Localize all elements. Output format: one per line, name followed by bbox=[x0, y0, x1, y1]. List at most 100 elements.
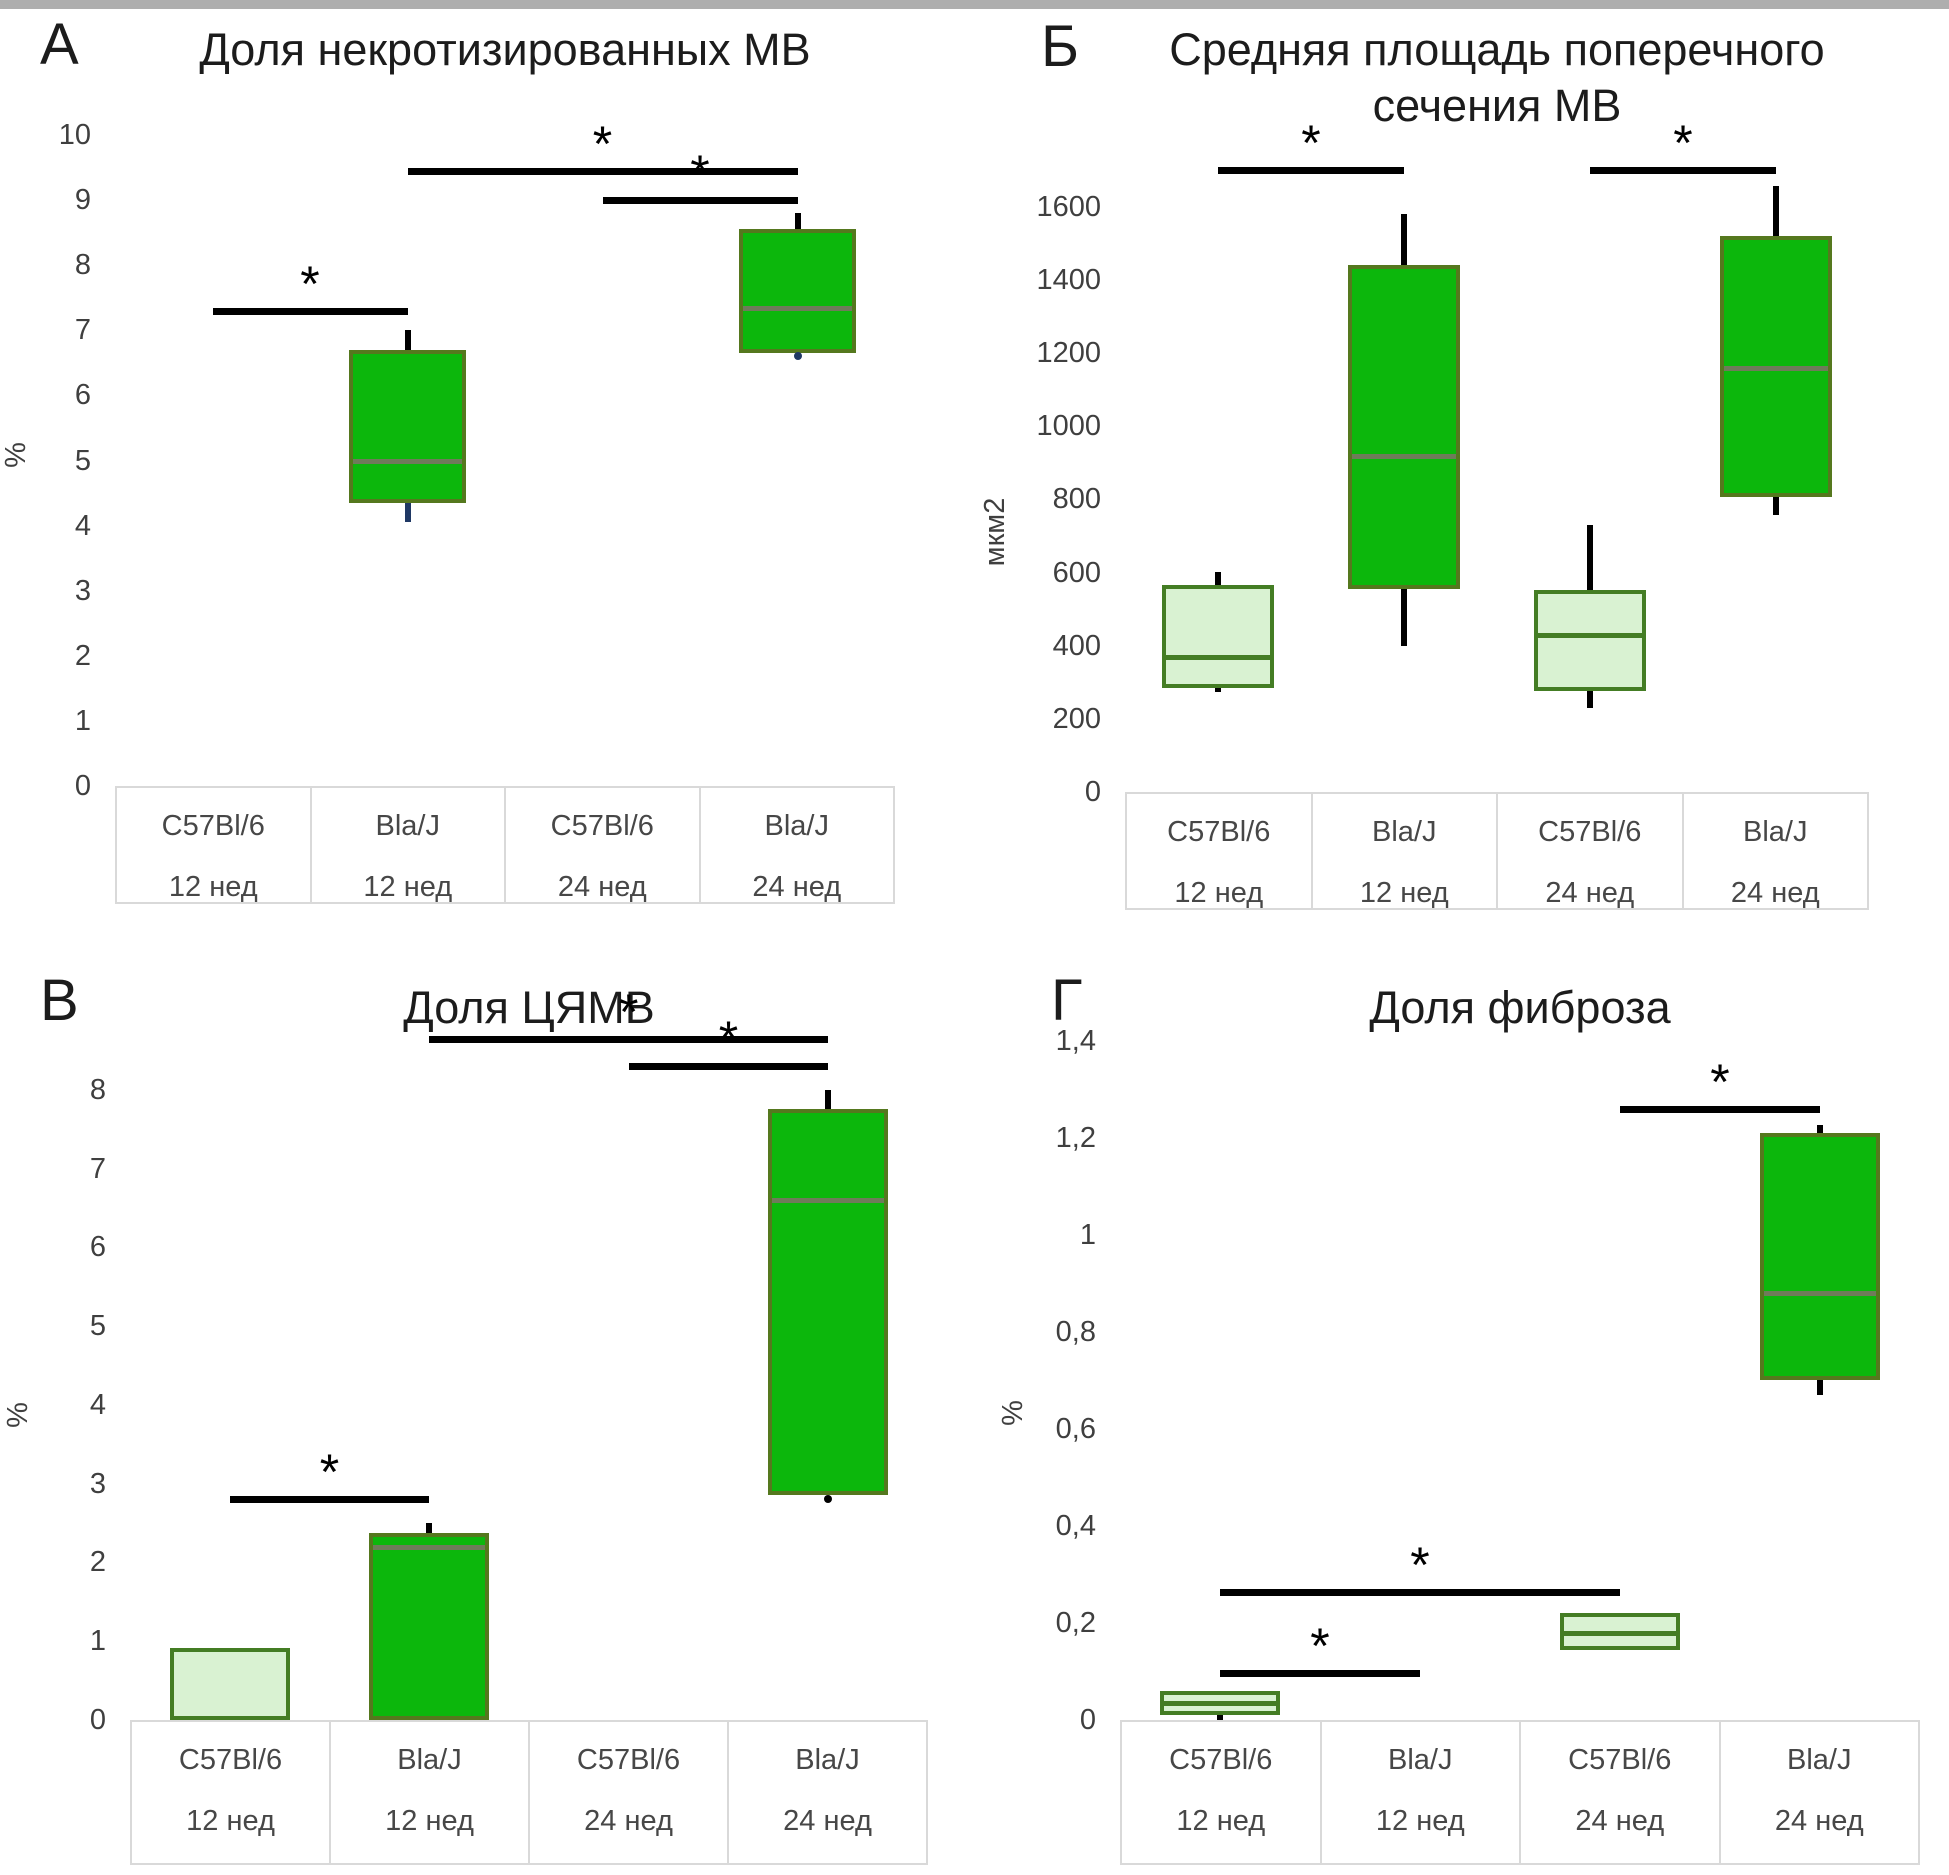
upper-whisker bbox=[825, 1089, 832, 1110]
plot-area: 0 0,2 0,4 0,6 0,8 1 1,2 1,4 * * * bbox=[975, 938, 1949, 1875]
significance-asterisk: * bbox=[1301, 115, 1321, 172]
strain-label: C57Bl/6 bbox=[576, 1744, 681, 1776]
y-axis-tick-label: 0,6 bbox=[1055, 1412, 1096, 1445]
significance-asterisk: * bbox=[1310, 1617, 1330, 1674]
panel-title-line: сечения МВ bbox=[1372, 80, 1622, 131]
strain-label: C57Bl/6 bbox=[161, 810, 265, 842]
category-cell: C57Bl/6 24 нед bbox=[1496, 794, 1682, 909]
y-axis-tick-label: 1400 bbox=[1036, 263, 1101, 296]
category-cell: Bla/J 12 нед bbox=[309, 788, 505, 903]
box-blaj bbox=[739, 229, 856, 354]
significance-asterisk: * bbox=[619, 983, 639, 1040]
y-axis-tick-label: 1200 bbox=[1036, 337, 1101, 370]
age-label: 12 нед bbox=[363, 871, 453, 903]
category-cell: Bla/J 24 нед bbox=[1718, 1722, 1919, 1863]
age-label: 12 нед bbox=[168, 871, 258, 903]
x-axis-category-table: C57Bl/6 12 нед Bla/J 12 нед C57Bl/6 24 нед Bla… bbox=[1125, 792, 1869, 910]
median-line bbox=[772, 1198, 885, 1204]
significance-bar bbox=[602, 197, 798, 205]
box-blaj bbox=[349, 349, 466, 503]
y-axis-tick-label: 1000 bbox=[1036, 410, 1101, 443]
significance-asterisk: * bbox=[1410, 1536, 1430, 1593]
significance-bar bbox=[407, 167, 798, 175]
y-axis-tick-label: 0 bbox=[74, 770, 91, 802]
panel-title: Средняя площадь поперечного сечения МВ bbox=[1037, 22, 1949, 134]
significance-bar bbox=[1220, 1669, 1420, 1677]
upper-whisker bbox=[1773, 185, 1779, 237]
y-axis-tick-label: 1 bbox=[74, 704, 91, 737]
significance-asterisk: * bbox=[718, 1011, 739, 1068]
y-axis-tick-label: 4 bbox=[74, 509, 91, 542]
lower-whisker bbox=[1401, 589, 1407, 647]
box-c57bl6 bbox=[1534, 590, 1646, 692]
y-axis-tick-label: 0,8 bbox=[1055, 1315, 1096, 1348]
box-c57bl6 bbox=[169, 1648, 290, 1720]
significance-bar bbox=[1590, 167, 1776, 175]
y-axis-tick-label: 1,2 bbox=[1055, 1121, 1096, 1154]
category-cell: C57Bl/6 12 нед bbox=[117, 788, 310, 903]
upper-whisker bbox=[1817, 1124, 1823, 1134]
median-line bbox=[353, 458, 462, 464]
y-axis-tick-label: 3 bbox=[89, 1467, 106, 1500]
y-axis-tick-label: 5 bbox=[89, 1310, 106, 1343]
age-label: 24 нед bbox=[557, 871, 647, 903]
plot-area: 0 200 400 600 800 1000 1200 1400 1600 * * bbox=[975, 0, 1949, 937]
plot-area: 0 1 2 3 4 5 6 7 8 9 10 * * * bbox=[0, 0, 974, 937]
category-cell: Bla/J 12 нед bbox=[1310, 794, 1497, 909]
y-axis-tick-label: 0 bbox=[89, 1704, 106, 1736]
category-cell: C57Bl/6 12 нед bbox=[1122, 1722, 1320, 1863]
significance-asterisk: * bbox=[592, 115, 613, 172]
age-label: 24 нед bbox=[783, 1805, 872, 1837]
age-label: 12 нед bbox=[1176, 1805, 1266, 1837]
median-line bbox=[1166, 655, 1270, 661]
median-line bbox=[1164, 1701, 1276, 1707]
y-axis-tick-label: 10 bbox=[58, 119, 91, 152]
median-line bbox=[743, 305, 852, 311]
panel-title: Доля ЦЯМВ bbox=[69, 980, 989, 1036]
strain-label: Bla/J bbox=[375, 810, 440, 842]
y-axis-tick-label: 400 bbox=[1052, 629, 1101, 662]
age-label: 12 нед bbox=[1359, 877, 1449, 909]
age-label: 24 нед bbox=[752, 871, 842, 903]
median-line bbox=[1538, 632, 1642, 638]
x-axis-category-table: C57Bl/6 12 нед Bla/J 12 нед C57Bl/6 24 нед Bla… bbox=[130, 1720, 928, 1865]
box-c57bl6 bbox=[1162, 585, 1274, 688]
y-axis-tick-label: 6 bbox=[74, 379, 91, 412]
panel-title-line: Доля ЦЯМВ bbox=[403, 982, 655, 1033]
y-axis-tick-label: 8 bbox=[89, 1073, 106, 1106]
strain-label: C57Bl/6 bbox=[550, 810, 654, 842]
y-axis-tick-label: 3 bbox=[74, 574, 91, 607]
strain-label: Bla/J bbox=[795, 1744, 860, 1776]
y-axis-tick-label: 9 bbox=[74, 184, 91, 217]
y-axis-tick-label: 4 bbox=[89, 1388, 106, 1421]
lower-whisker bbox=[1773, 497, 1779, 516]
box-blaj bbox=[1760, 1133, 1880, 1381]
significance-asterisk: * bbox=[1673, 115, 1693, 172]
y-axis-tick-label: 7 bbox=[74, 314, 91, 347]
significance-asterisk: * bbox=[300, 255, 320, 312]
panel-letter: Б bbox=[1041, 14, 1080, 79]
strain-label: Bla/J bbox=[397, 1744, 462, 1776]
panel-letter: Г bbox=[1051, 968, 1083, 1033]
upper-whisker bbox=[1587, 525, 1593, 591]
age-label: 12 нед bbox=[186, 1805, 275, 1837]
median-line bbox=[1764, 1291, 1876, 1297]
x-axis-category-table: C57Bl/6 12 нед Bla/J 12 нед C57Bl/6 24 нед Bla… bbox=[115, 786, 895, 904]
box-blaj bbox=[768, 1109, 889, 1496]
strain-label: Bla/J bbox=[764, 810, 829, 842]
category-cell: C57Bl/6 24 нед bbox=[504, 788, 699, 903]
category-cell: C57Bl/6 24 нед bbox=[528, 1722, 727, 1863]
strain-label: Bla/J bbox=[1787, 1744, 1852, 1776]
panel-letter: А bbox=[40, 12, 79, 77]
box-blaj bbox=[1348, 265, 1460, 589]
lower-whisker bbox=[1215, 687, 1221, 693]
y-axis-tick-label: 7 bbox=[89, 1152, 106, 1185]
age-label: 24 нед bbox=[1545, 877, 1635, 909]
outlier-point bbox=[824, 1495, 833, 1504]
y-axis-tick-label: 2 bbox=[89, 1546, 106, 1579]
significance-bar bbox=[1218, 167, 1404, 175]
median-line bbox=[1724, 365, 1828, 371]
significance-asterisk: * bbox=[319, 1444, 340, 1501]
y-axis-tick-label: 800 bbox=[1052, 483, 1101, 516]
